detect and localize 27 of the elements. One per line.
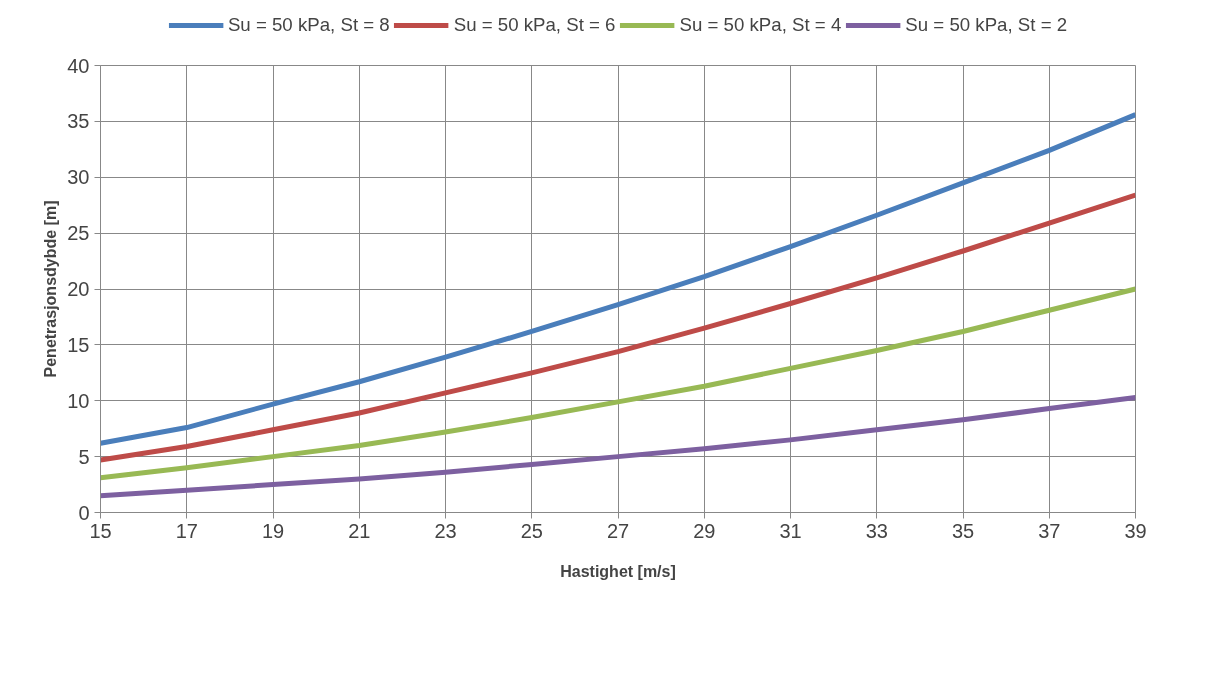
x-axis-title: Hastighet [m/s]: [560, 562, 676, 580]
x-tick-label: 21: [348, 519, 371, 542]
y-tick-label: 0: [78, 501, 90, 524]
y-tick-label: 10: [67, 389, 90, 412]
x-tick-label: 29: [693, 519, 716, 542]
y-tick-label: 40: [67, 54, 90, 77]
legend-label: Su = 50 kPa, St = 4: [679, 14, 842, 36]
x-tick-label: 27: [606, 519, 630, 542]
x-tick-label: 35: [951, 519, 975, 542]
x-tick-label: 23: [434, 519, 457, 542]
legend-label: Su = 50 kPa, St = 6: [453, 14, 616, 36]
y-tick-label: 30: [67, 166, 90, 189]
y-tick-label: 15: [67, 333, 90, 356]
x-tick-label: 31: [779, 519, 802, 542]
x-tick-label: 17: [175, 519, 198, 542]
legend-label: Su = 50 kPa, St = 8: [227, 14, 390, 36]
y-tick-label: 20: [67, 278, 90, 300]
y-tick-label: 25: [67, 222, 90, 245]
y-tick-label: 35: [67, 110, 90, 133]
x-tick-label: 39: [1124, 519, 1147, 542]
x-tick-label: 25: [520, 519, 543, 542]
x-tick-label: 19: [261, 519, 285, 542]
x-tick-label: 33: [865, 519, 888, 542]
legend-label: Su = 50 kPa, St = 2: [905, 14, 1068, 36]
y-tick-label: 5: [78, 445, 90, 468]
y-axis-title: Penetrasjonsdybde [m]: [42, 200, 60, 378]
x-tick-label: 37: [1038, 519, 1061, 542]
